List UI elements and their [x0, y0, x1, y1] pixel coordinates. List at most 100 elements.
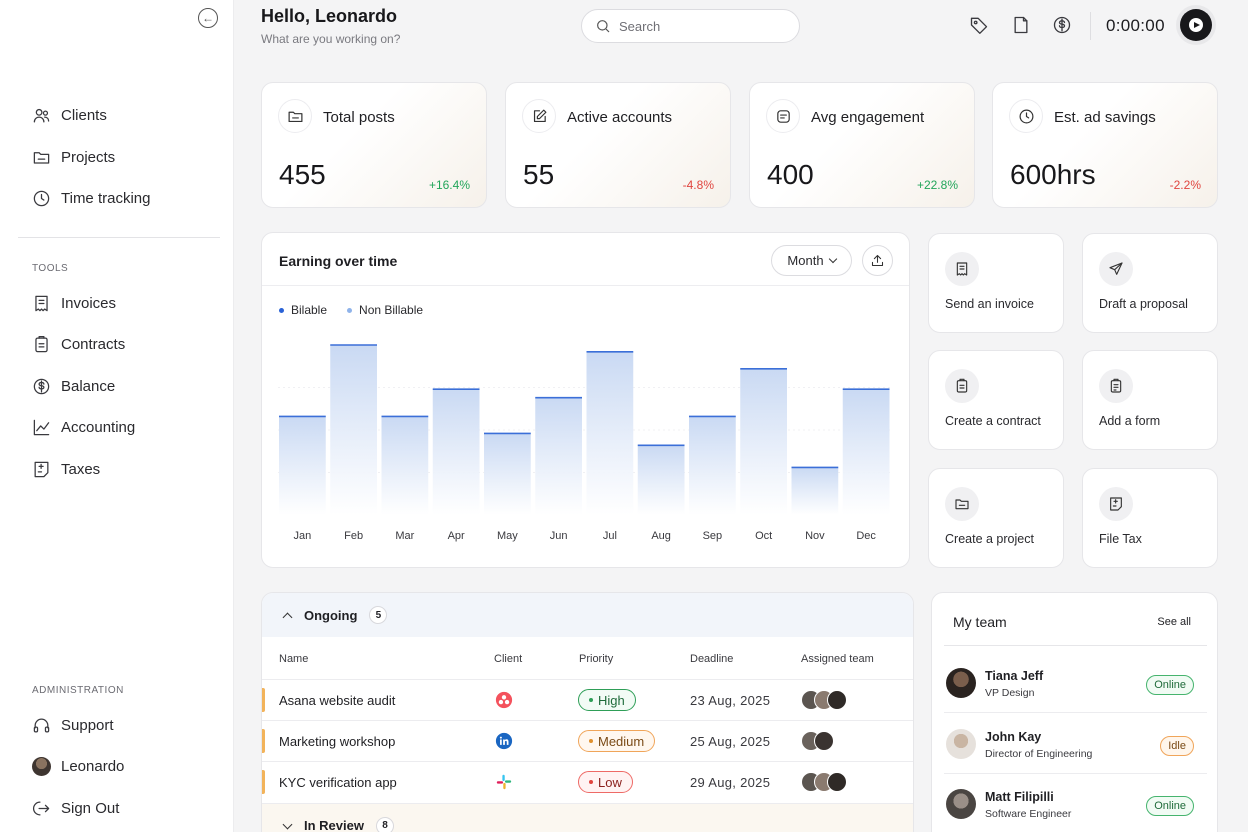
chart-bar-mar[interactable]: [381, 416, 429, 515]
chart-bar-jan[interactable]: [279, 416, 326, 515]
period-dropdown-label: Month: [787, 253, 824, 268]
start-timer-button[interactable]: [1180, 9, 1212, 41]
priority-dot: [589, 739, 593, 743]
earnings-bar-chart: Jan Feb Mar Apr May Jun Jul Aug Sep Oct Nov Dec: [278, 344, 893, 542]
period-dropdown[interactable]: Month: [771, 245, 852, 276]
group-toggle-ongoing[interactable]: Ongoing 5: [262, 593, 913, 637]
receipt-icon: [35, 295, 48, 311]
folder-icon: [945, 487, 979, 521]
search-input[interactable]: [619, 18, 789, 34]
sidebar-item-clients[interactable]: Clients: [32, 103, 107, 127]
avatar: [946, 789, 976, 819]
column-header-deadline[interactable]: Deadline: [690, 653, 734, 665]
team-member[interactable]: John Kay Director of Engineering Idle: [944, 720, 1207, 780]
sidebar-item-accounting[interactable]: Accounting: [32, 415, 135, 439]
earnings-chart-card: Earning over time Month Bilable Non Bill…: [261, 232, 910, 568]
chart-title: Earning over time: [279, 253, 398, 269]
linkedin-logo-icon: [495, 732, 513, 750]
action-file-tax[interactable]: File Tax: [1082, 468, 1218, 568]
stat-card-avg-engagement: Avg engagement 400 +22.8%: [749, 82, 975, 208]
sidebar-item-time-tracking[interactable]: Time tracking: [32, 186, 150, 210]
sidebar-item-balance[interactable]: Balance: [32, 374, 115, 398]
header-divider: [1090, 12, 1091, 40]
table-row[interactable]: Asana website audit High 23 Aug, 2025: [262, 679, 913, 720]
x-tick-label: Feb: [344, 530, 363, 542]
priority-label: High: [598, 692, 625, 708]
arrow-left-icon: ←: [202, 11, 214, 25]
message-icon: [766, 99, 800, 133]
column-header-priority[interactable]: Priority: [579, 653, 614, 665]
member-name: Tiana Jeff: [985, 669, 1044, 683]
sidebar-item-label: Leonardo: [61, 757, 125, 775]
priority-dot: [589, 780, 593, 784]
sidebar-item-support[interactable]: Support: [32, 713, 114, 737]
sidebar-item-projects[interactable]: Projects: [32, 145, 115, 169]
chart-bar-dec[interactable]: [842, 389, 890, 515]
sidebar-item-profile[interactable]: Leonardo: [32, 754, 124, 778]
row-accent: [262, 729, 265, 753]
users-icon: [33, 108, 50, 122]
stat-label: Active accounts: [567, 109, 673, 126]
team-member[interactable]: Tiana Jeff VP Design Online: [944, 659, 1207, 719]
avatar: [814, 731, 834, 751]
team-title: My team: [953, 614, 1007, 630]
chart-bar-feb[interactable]: [330, 345, 377, 515]
stat-label: Avg engagement: [811, 109, 925, 126]
priority-label: Low: [598, 774, 622, 790]
billing-button[interactable]: [1052, 15, 1072, 35]
priority-badge: Medium: [578, 730, 656, 752]
slack-logo-icon: [496, 774, 512, 790]
action-draft-proposal[interactable]: Draft a proposal: [1082, 233, 1218, 333]
legend-label: Bilable: [291, 303, 328, 317]
tax-icon: [1099, 487, 1133, 521]
chart-bar-sep[interactable]: [689, 416, 736, 515]
collapse-sidebar-button[interactable]: ←: [198, 8, 218, 28]
search-bar[interactable]: [581, 9, 800, 43]
avatar: [946, 729, 976, 759]
column-header-assigned-team[interactable]: Assigned team: [801, 653, 874, 665]
x-tick-label: Apr: [448, 530, 465, 542]
team-member[interactable]: Matt Filipilli Software Engineer Online: [944, 780, 1207, 832]
group-toggle-in-review[interactable]: In Review 8: [262, 803, 913, 832]
tag-icon: [970, 17, 988, 34]
action-send-invoice[interactable]: Send an invoice: [928, 233, 1064, 333]
document-button[interactable]: [1011, 15, 1031, 35]
chart-bar-aug[interactable]: [637, 445, 685, 515]
stat-card-total-posts: Total posts 455 +16.4%: [261, 82, 487, 208]
sidebar-item-contracts[interactable]: Contracts: [32, 332, 125, 356]
member-role: Director of Engineering: [985, 748, 1093, 760]
column-header-name[interactable]: Name: [279, 653, 309, 665]
action-label: Draft a proposal: [1099, 297, 1188, 311]
sidebar-item-taxes[interactable]: Taxes: [32, 457, 100, 481]
x-tick-label: Aug: [651, 530, 671, 542]
chart-bar-apr[interactable]: [432, 389, 480, 515]
action-create-contract[interactable]: Create a contract: [928, 350, 1064, 450]
sidebar-item-invoices[interactable]: Invoices: [32, 291, 116, 315]
form-icon: [1099, 369, 1133, 403]
stat-value: 455: [279, 159, 326, 190]
action-create-project[interactable]: Create a project: [928, 468, 1064, 568]
table-row[interactable]: KYC verification app Low 29 Aug, 2025: [262, 761, 913, 802]
sidebar-item-label: Invoices: [61, 294, 117, 312]
greeting-title: Hello, Leonardo: [261, 6, 398, 26]
chart-bar-may[interactable]: [484, 433, 531, 515]
clock-icon: [1009, 99, 1043, 133]
avatar: [827, 690, 847, 710]
action-add-form[interactable]: Add a form: [1082, 350, 1218, 450]
clipboard-icon: [35, 335, 48, 352]
chart-bar-jun[interactable]: [535, 397, 582, 515]
export-chart-button[interactable]: [862, 245, 893, 276]
sidebar-item-sign-out[interactable]: Sign Out: [32, 796, 119, 820]
dollar-icon: [33, 378, 50, 394]
group-label: In Review: [304, 818, 364, 832]
stat-change: -2.2%: [1169, 178, 1201, 192]
chart-bar-nov[interactable]: [791, 467, 839, 515]
column-header-client[interactable]: Client: [494, 653, 523, 665]
tag-button[interactable]: [969, 15, 989, 35]
stat-label: Est. ad savings: [1054, 109, 1156, 126]
chart-bar-oct[interactable]: [740, 368, 787, 515]
sidebar-item-label: Support: [61, 716, 114, 734]
chart-bar-jul[interactable]: [586, 351, 634, 515]
table-row[interactable]: Marketing workshop Medium 25 Aug, 2025: [262, 720, 913, 761]
see-all-link[interactable]: See all: [1157, 616, 1191, 628]
